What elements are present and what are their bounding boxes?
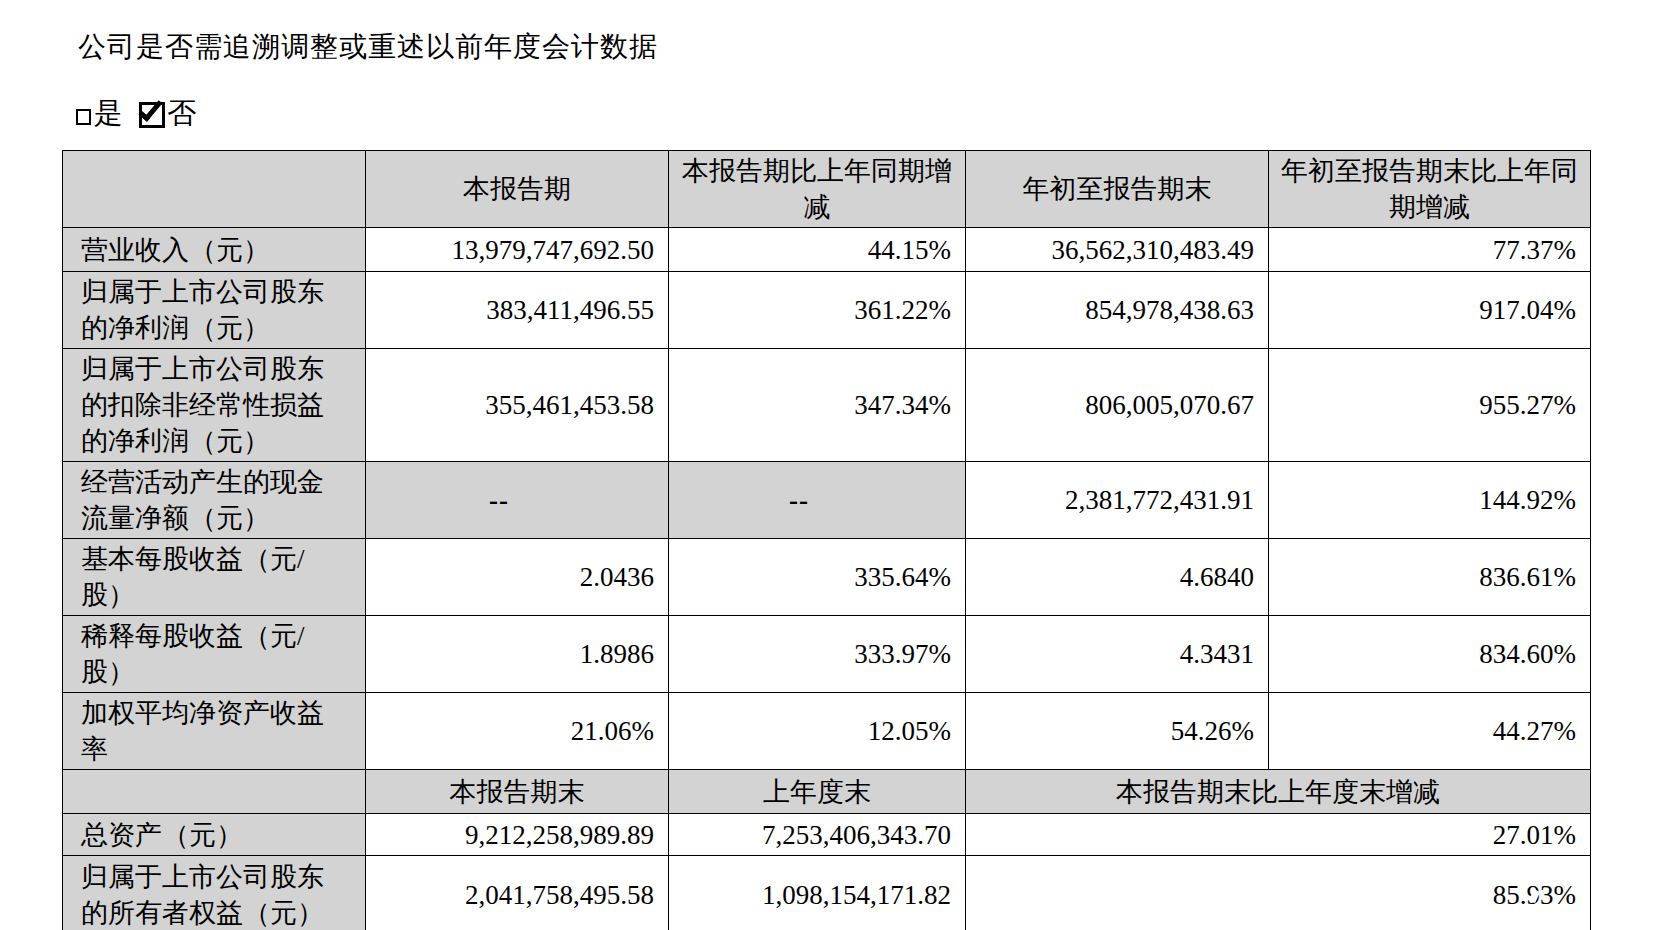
table-row-net-profit-excl-nonrecurring: 归属于上市公司股东的扣除非经常性损益的净利润（元） 355,461,453.58… bbox=[63, 349, 1591, 462]
document-page: 公司是否需追溯调整或重述以前年度会计数据 是 否 本报告期 本报告期比上年同期增… bbox=[0, 0, 1656, 930]
table-row-basic-eps: 基本每股收益（元/股） 2.0436 335.64% 4.6840 836.61… bbox=[63, 539, 1591, 616]
checkbox-yes-unchecked-icon bbox=[76, 109, 91, 125]
cell-value: 7,253,406,343.70 bbox=[669, 814, 966, 856]
check-mark-icon bbox=[139, 96, 163, 121]
cell-value: 335.64% bbox=[669, 539, 966, 616]
row-label: 稀释每股收益（元/股） bbox=[63, 616, 366, 693]
header-period-end-change: 本报告期末比上年度末增减 bbox=[966, 770, 1591, 814]
option-no-label: 否 bbox=[167, 94, 196, 134]
header-end-of-last-year: 上年度末 bbox=[669, 770, 966, 814]
cell-value: 9,212,258,989.89 bbox=[366, 814, 669, 856]
row-label: 基本每股收益（元/股） bbox=[63, 539, 366, 616]
table-row-net-profit: 归属于上市公司股东的净利润（元） 383,411,496.55 361.22% … bbox=[63, 272, 1591, 349]
cell-value: 27.01% bbox=[966, 814, 1591, 856]
cell-value: 355,461,453.58 bbox=[366, 349, 669, 462]
cell-value-na: -- bbox=[669, 462, 966, 539]
cell-value-obscured: 85.93% bbox=[966, 856, 1591, 930]
cell-value: 36,562,310,483.49 bbox=[966, 228, 1269, 272]
watermark-artifact bbox=[1584, 878, 1591, 908]
cell-value-na: -- bbox=[366, 462, 669, 539]
cell-value: 144.92% bbox=[1269, 462, 1591, 539]
table-row-total-assets: 总资产（元） 9,212,258,989.89 7,253,406,343.70… bbox=[63, 814, 1591, 856]
row-label: 营业收入（元） bbox=[63, 228, 366, 272]
cell-value: 4.6840 bbox=[966, 539, 1269, 616]
option-yes-label: 是 bbox=[94, 94, 123, 134]
cell-value: 21.06% bbox=[366, 693, 669, 770]
row-label: 归属于上市公司股东的所有者权益（元） bbox=[63, 856, 366, 930]
cell-value: 806,005,070.67 bbox=[966, 349, 1269, 462]
header-empty-cell bbox=[63, 770, 366, 814]
cell-value: 1,098,154,171.82 bbox=[669, 856, 966, 930]
row-label: 归属于上市公司股东的扣除非经常性损益的净利润（元） bbox=[63, 349, 366, 462]
table-row-diluted-eps: 稀释每股收益（元/股） 1.8986 333.97% 4.3431 834.60… bbox=[63, 616, 1591, 693]
row-label: 归属于上市公司股东的净利润（元） bbox=[63, 272, 366, 349]
cell-value: 2,381,772,431.91 bbox=[966, 462, 1269, 539]
table-row-revenue: 营业收入（元） 13,979,747,692.50 44.15% 36,562,… bbox=[63, 228, 1591, 272]
header-ytd-yoy-change: 年初至报告期末比上年同期增减 bbox=[1269, 151, 1591, 228]
header-end-of-period: 本报告期末 bbox=[366, 770, 669, 814]
row-label: 加权平均净资产收益率 bbox=[63, 693, 366, 770]
header-current-period: 本报告期 bbox=[366, 151, 669, 228]
cell-value: 4.3431 bbox=[966, 616, 1269, 693]
cell-value: 13,979,747,692.50 bbox=[366, 228, 669, 272]
cell-value: 2,041,758,495.58 bbox=[366, 856, 669, 930]
cell-value: 333.97% bbox=[669, 616, 966, 693]
cell-value: 361.22% bbox=[669, 272, 966, 349]
cell-value: 12.05% bbox=[669, 693, 966, 770]
cell-value: 955.27% bbox=[1269, 349, 1591, 462]
cell-value: 836.61% bbox=[1269, 539, 1591, 616]
cell-value: 77.37% bbox=[1269, 228, 1591, 272]
cell-value: 44.27% bbox=[1269, 693, 1591, 770]
cell-value: 854,978,438.63 bbox=[966, 272, 1269, 349]
cell-value: 834.60% bbox=[1269, 616, 1591, 693]
row-label: 总资产（元） bbox=[63, 814, 366, 856]
header-period-yoy-change: 本报告期比上年同期增减 bbox=[669, 151, 966, 228]
cell-value: 383,411,496.55 bbox=[366, 272, 669, 349]
row-label: 经营活动产生的现金流量净额（元） bbox=[63, 462, 366, 539]
cell-value: 347.34% bbox=[669, 349, 966, 462]
cell-value: 54.26% bbox=[966, 693, 1269, 770]
table-row-owners-equity: 归属于上市公司股东的所有者权益（元） 2,041,758,495.58 1,09… bbox=[63, 856, 1591, 930]
cell-value: 2.0436 bbox=[366, 539, 669, 616]
cell-value: 917.04% bbox=[1269, 272, 1591, 349]
table-row-operating-cash-flow: 经营活动产生的现金流量净额（元） -- -- 2,381,772,431.91 … bbox=[63, 462, 1591, 539]
cell-value: 1.8986 bbox=[366, 616, 669, 693]
table-header-row-period-end: 本报告期末 上年度末 本报告期末比上年度末增减 bbox=[63, 770, 1591, 814]
table-header-row-period: 本报告期 本报告期比上年同期增减 年初至报告期末 年初至报告期末比上年同期增减 bbox=[63, 151, 1591, 228]
question-text: 公司是否需追溯调整或重述以前年度会计数据 bbox=[78, 28, 1656, 66]
header-ytd: 年初至报告期末 bbox=[966, 151, 1269, 228]
table-row-weighted-avg-roe: 加权平均净资产收益率 21.06% 12.05% 54.26% 44.27% bbox=[63, 693, 1591, 770]
cell-value: 44.15% bbox=[669, 228, 966, 272]
checkbox-no-checked-icon bbox=[139, 102, 165, 128]
checkbox-row: 是 否 bbox=[76, 94, 1656, 134]
header-empty-cell bbox=[63, 151, 366, 228]
key-financial-data-table: 本报告期 本报告期比上年同期增减 年初至报告期末 年初至报告期末比上年同期增减 … bbox=[62, 150, 1591, 930]
